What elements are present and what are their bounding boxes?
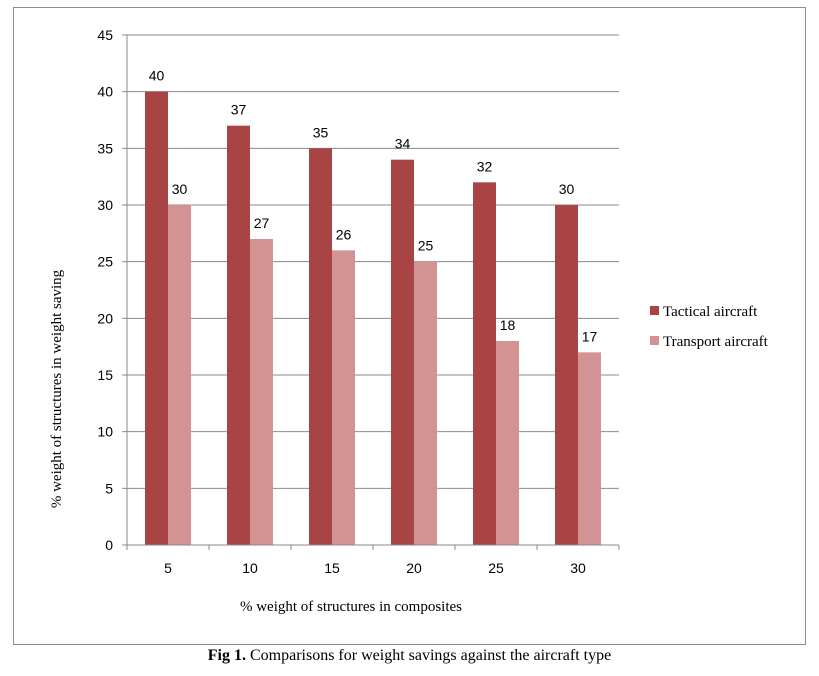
x-tick-label: 20 [406,560,422,576]
bar-tactical [145,91,168,546]
bar-transport [332,250,355,546]
data-label: 27 [254,215,270,231]
y-tick-label: 30 [97,197,113,213]
data-label: 26 [336,226,352,242]
axes: 0 5 10 15 20 25 30 35 40 45 5 10 15 20 25 30 [97,27,620,576]
y-tick-label: 25 [97,254,113,270]
x-axis-title: % weight of structures in composites [240,599,462,615]
data-label: 37 [231,102,247,118]
y-tick-label: 20 [97,310,113,326]
data-label: 34 [395,136,411,152]
gridlines [127,34,619,489]
x-tick-label: 5 [164,560,172,576]
data-label: 30 [172,181,188,197]
bars [145,91,601,546]
bar-transport [578,352,601,545]
bar-transport [250,239,273,545]
data-label: 32 [477,158,493,174]
bar-transport [168,205,191,545]
data-label: 25 [418,238,434,254]
figure-caption: Fig 1. Comparisons for weight savings ag… [0,647,819,665]
bar-transport [414,261,437,545]
y-axis-title: % weight of structures in weight saving [49,269,65,508]
y-tick-label: 45 [97,27,113,43]
y-tick-label: 35 [97,140,113,156]
legend-label-transport: Transport aircraft [663,334,769,350]
x-tick-label: 30 [570,560,586,576]
data-labels: 40 30 37 27 35 26 34 25 32 18 30 17 [149,68,598,345]
y-tick-label: 10 [97,424,113,440]
legend-swatch-tactical [650,306,659,315]
legend: Tactical aircraft Transport aircraft [650,304,769,350]
bar-tactical [309,148,332,546]
bar-tactical [391,159,414,545]
caption-text: Comparisons for weight savings against t… [245,647,612,664]
data-label: 17 [582,328,598,344]
bar-tactical [555,205,578,545]
legend-swatch-transport [650,336,659,345]
caption-label: Fig 1. [207,647,246,664]
legend-label-tactical: Tactical aircraft [663,304,758,320]
bar-tactical [227,125,250,546]
y-tick-label: 15 [97,367,113,383]
bar-transport [496,341,519,545]
data-label: 40 [149,68,165,84]
data-label: 30 [559,181,575,197]
x-tick-label: 15 [324,560,340,576]
y-tick-label: 40 [97,84,113,100]
x-tick-label: 25 [488,560,504,576]
x-tick-label: 10 [242,560,258,576]
data-label: 18 [500,317,516,333]
bar-tactical [473,182,496,546]
y-tick-label: 0 [105,537,113,553]
y-tick-label: 5 [105,480,113,496]
data-label: 35 [313,124,329,140]
